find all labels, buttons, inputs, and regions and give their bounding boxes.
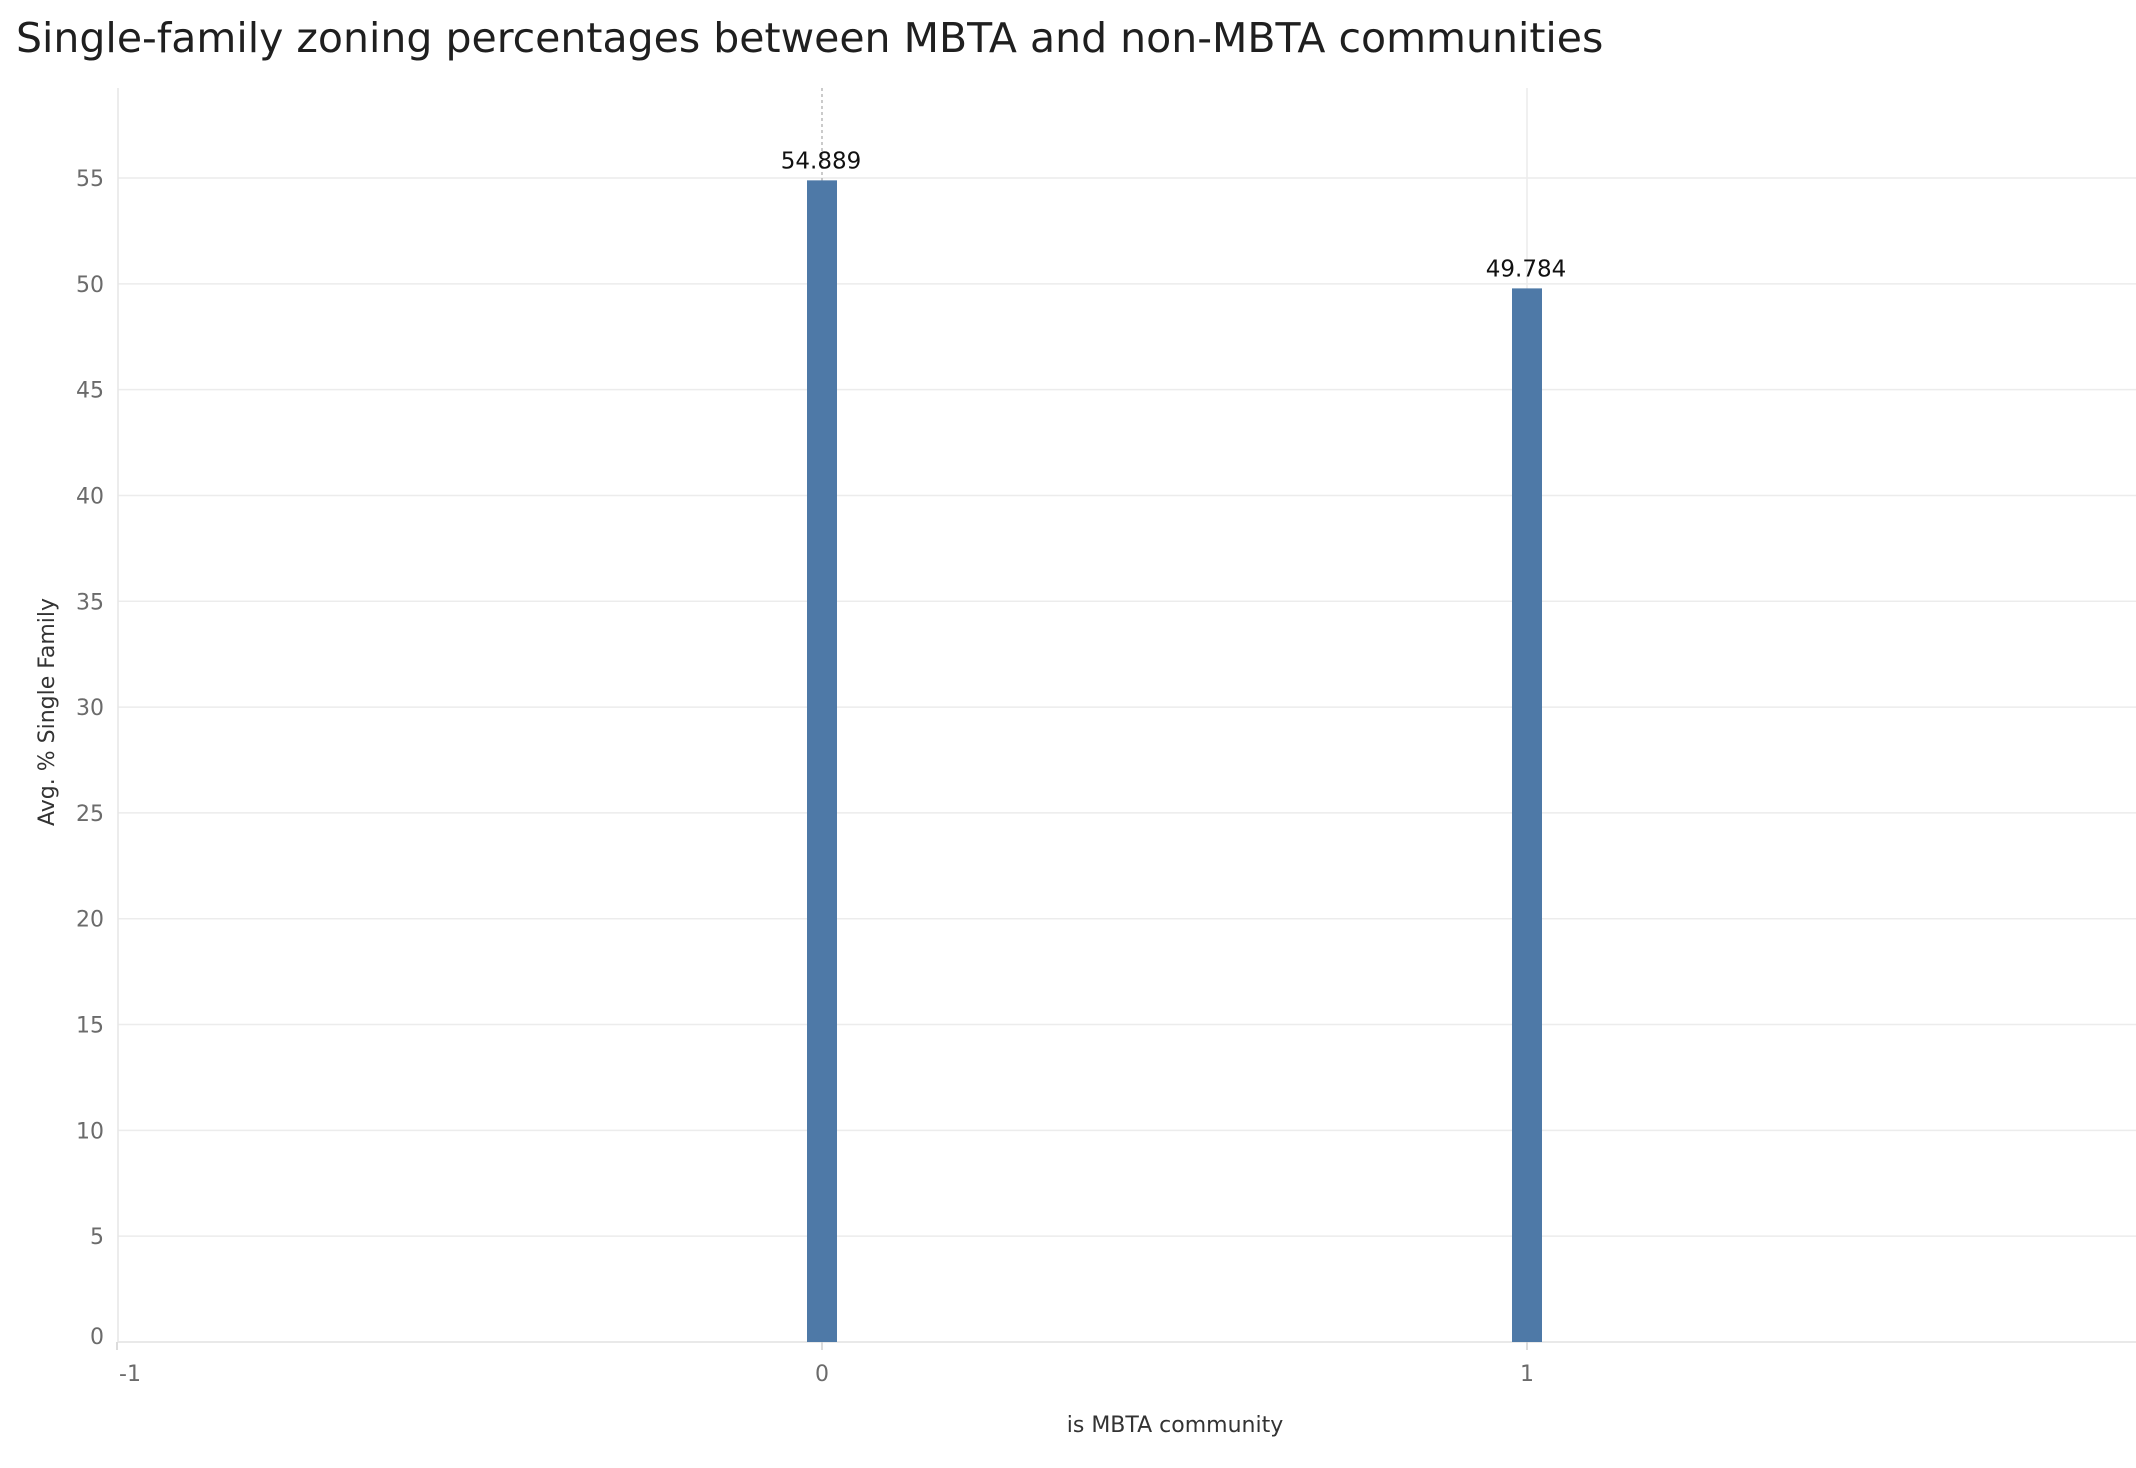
y-tick-label: 50 bbox=[76, 273, 104, 298]
x-axis-ticks: -1 0 1 bbox=[119, 1362, 1534, 1387]
y-tick-label: 45 bbox=[76, 379, 104, 404]
x-tick-label: 1 bbox=[1520, 1362, 1534, 1387]
y-tick-label: 20 bbox=[76, 908, 104, 933]
bars bbox=[807, 180, 1542, 1343]
bar[interactable] bbox=[1512, 288, 1542, 1342]
y-tick-label: 30 bbox=[76, 696, 104, 721]
y-tick-label: 35 bbox=[76, 590, 104, 615]
y-tick-label: 15 bbox=[76, 1014, 104, 1039]
x-tick-label: 0 bbox=[815, 1362, 829, 1387]
y-tick-label: 25 bbox=[76, 802, 104, 827]
y-axis-title: Avg. % Single Family bbox=[35, 598, 60, 826]
y-tick-label: 0 bbox=[90, 1325, 104, 1350]
y-tick-label: 10 bbox=[76, 1119, 104, 1144]
y-tick-label: 5 bbox=[90, 1225, 104, 1250]
data-labels: 54.889 49.784 bbox=[781, 148, 1566, 282]
bar-value-label: 54.889 bbox=[781, 148, 861, 174]
y-axis-ticks: 0 5 10 15 20 25 30 35 40 45 50 55 bbox=[76, 167, 104, 1350]
y-tick-label: 40 bbox=[76, 484, 104, 509]
x-axis-title: is MBTA community bbox=[1067, 1413, 1283, 1438]
chart-title: Single-family zoning percentages between… bbox=[16, 14, 1604, 62]
y-tick-label: 55 bbox=[76, 167, 104, 192]
gridlines bbox=[116, 88, 2136, 1350]
bar-value-label: 49.784 bbox=[1486, 256, 1566, 282]
bar[interactable] bbox=[807, 180, 837, 1343]
x-tick-label: -1 bbox=[119, 1362, 141, 1387]
